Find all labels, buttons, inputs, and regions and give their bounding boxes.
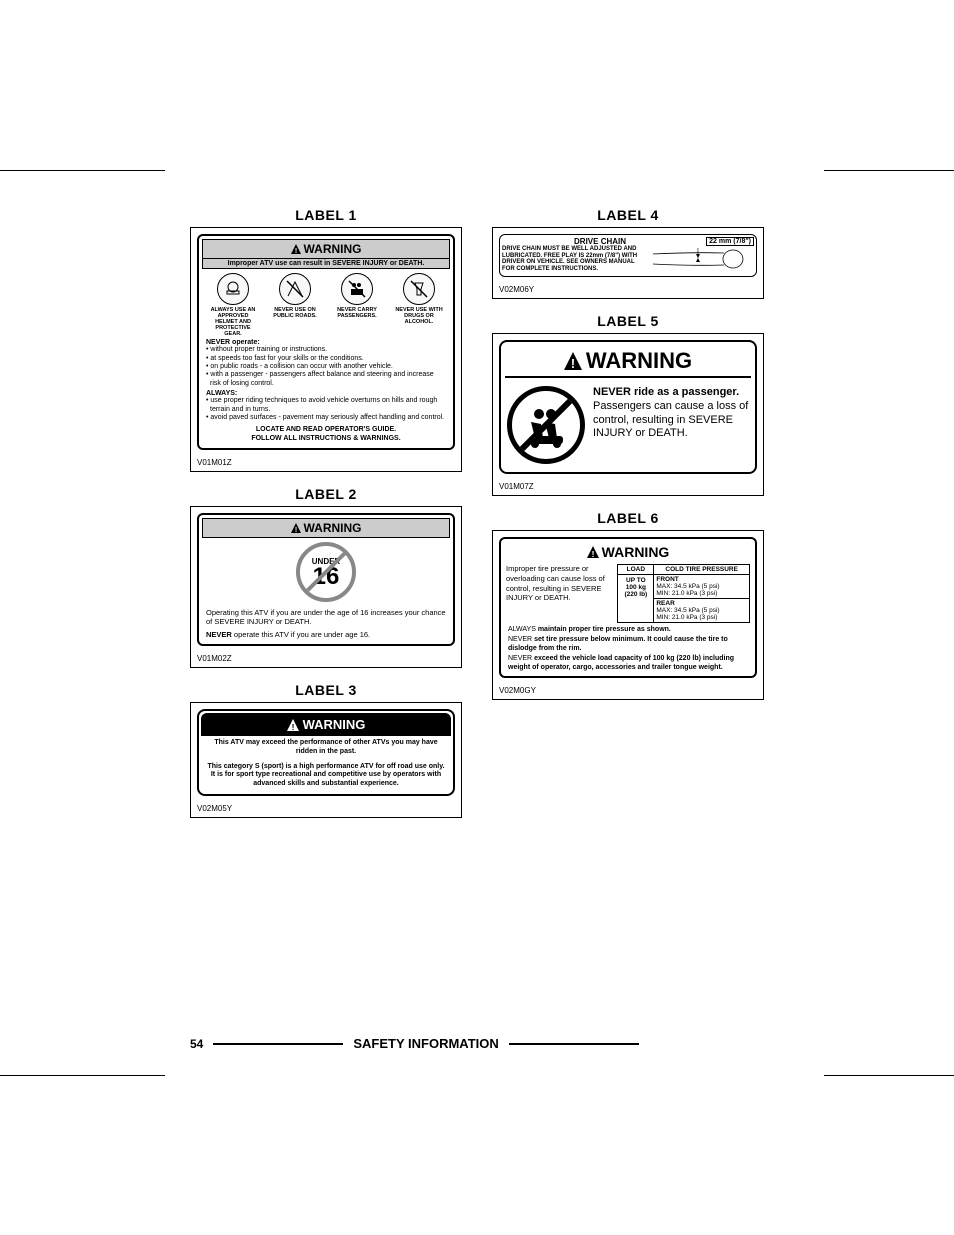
label-1-panel: ! WARNING Improper ATV use can result in… [190, 227, 462, 472]
drive-chain-title: DRIVE CHAIN [562, 237, 638, 246]
svg-text:!: ! [591, 549, 594, 558]
label-6-panel: ! WARNING Improper tire pressure or over… [492, 530, 764, 700]
page-footer: 54 SAFETY INFORMATION [190, 1036, 764, 1051]
list-item: • avoid paved surfaces - pavement may se… [202, 414, 450, 422]
svg-text:!: ! [294, 248, 296, 254]
page-content: LABEL 1 ! WARNING Improper ATV use can r… [190, 207, 764, 1017]
label-4-code: V02M06Y [493, 283, 763, 298]
page-number: 54 [190, 1037, 203, 1051]
warning-header: ! WARNING [504, 542, 752, 562]
warning-triangle-icon: ! [287, 719, 299, 731]
label-6-always: ALWAYS maintain proper tire pressure as … [504, 625, 752, 635]
svg-text:!: ! [294, 527, 296, 533]
crop-mark [0, 170, 165, 171]
drive-chain-text: DRIVE CHAIN MUST BE WELL ADJUSTED AND LU… [502, 246, 638, 272]
always-header: ALWAYS: [202, 388, 450, 397]
label-1-title: LABEL 1 [190, 207, 462, 223]
label-1-icons [202, 269, 450, 307]
label-6-title: LABEL 6 [492, 510, 764, 526]
list-item: • with a passenger - passengers affect b… [202, 371, 450, 388]
tire-pressure-table: LOAD COLD TIRE PRESSURE UP TO 100 kg (22… [617, 564, 750, 623]
list-item: • without proper training or instruction… [202, 346, 450, 354]
warning-header: ! WARNING [202, 518, 450, 538]
warning-triangle-icon: ! [291, 244, 301, 254]
warning-header: ! WARNING [505, 346, 751, 378]
label-5-title: LABEL 5 [492, 313, 764, 329]
label-3-panel: ! WARNING This ATV may exceed the perfor… [190, 702, 462, 818]
label-2-text: NEVER operate this ATV if you are under … [202, 628, 450, 641]
label-6-intro: Improper tire pressure or overloading ca… [506, 564, 613, 623]
label-6-never2: NEVER exceed the vehicle load capacity o… [504, 654, 752, 673]
label-5-code: V01M07Z [493, 480, 763, 495]
footer-title: SAFETY INFORMATION [353, 1036, 498, 1051]
warning-triangle-icon: ! [587, 546, 599, 558]
label-1-subline: Improper ATV use can result in SEVERE IN… [202, 259, 450, 269]
crop-mark [0, 1075, 165, 1076]
warning-triangle-icon: ! [564, 352, 582, 370]
svg-text:!: ! [291, 721, 294, 730]
label-2-title: LABEL 2 [190, 486, 462, 502]
no-passenger-icon [341, 273, 373, 305]
label-2-code: V01M02Z [191, 652, 461, 667]
label-6-code: V02M0GY [493, 684, 763, 699]
label-3-title: LABEL 3 [190, 682, 462, 698]
label-1-captions: ALWAYS USE AN APPROVED HELMET AND PROTEC… [202, 307, 450, 337]
label-1-footer: LOCATE AND READ OPERATOR'S GUIDE. FOLLOW… [202, 422, 450, 445]
left-column: LABEL 1 ! WARNING Improper ATV use can r… [190, 207, 462, 1017]
no-passenger-icon [507, 386, 585, 464]
label-1-code: V01M01Z [191, 456, 461, 471]
label-3-code: V02M05Y [191, 802, 461, 817]
label-2-panel: ! WARNING UNDER 16 Operating this ATV if… [190, 506, 462, 668]
warning-header: ! WARNING [202, 239, 450, 259]
label-4-title: LABEL 4 [492, 207, 764, 223]
helmet-icon [217, 273, 249, 305]
warning-triangle-icon: ! [291, 523, 301, 533]
no-alcohol-icon [403, 273, 435, 305]
crop-mark [824, 170, 954, 171]
list-item: • at speeds too fast for your skills or … [202, 355, 450, 363]
chain-diagram-icon [642, 246, 754, 272]
svg-text:!: ! [571, 357, 575, 370]
label-2-text: Operating this ATV if you are under the … [202, 606, 450, 628]
never-header: NEVER operate: [202, 337, 450, 346]
label-5-text: NEVER ride as a passenger. Passengers ca… [593, 386, 749, 441]
no-road-icon [279, 273, 311, 305]
label-5-panel: ! WARNING [492, 333, 764, 496]
label-6-never1: NEVER set tire pressure below minimum. I… [504, 635, 752, 654]
label-4-panel: DRIVE CHAIN DRIVE CHAIN MUST BE WELL ADJ… [492, 227, 764, 299]
list-item: • use proper riding techniques to avoid … [202, 397, 450, 414]
crop-mark [824, 1075, 954, 1076]
warning-header-black: ! WARNING [201, 713, 451, 736]
chain-measurement: 22 mm (7/8") [706, 237, 754, 246]
right-column: LABEL 4 DRIVE CHAIN DRIVE CHAIN MUST BE … [492, 207, 764, 1017]
label-3-text: This category S (sport) is a high perfor… [201, 760, 451, 792]
list-item: • on public roads - a collision can occu… [202, 363, 450, 371]
label-3-text: This ATV may exceed the performance of o… [201, 736, 451, 760]
under-16-icon: UNDER 16 [296, 542, 356, 602]
